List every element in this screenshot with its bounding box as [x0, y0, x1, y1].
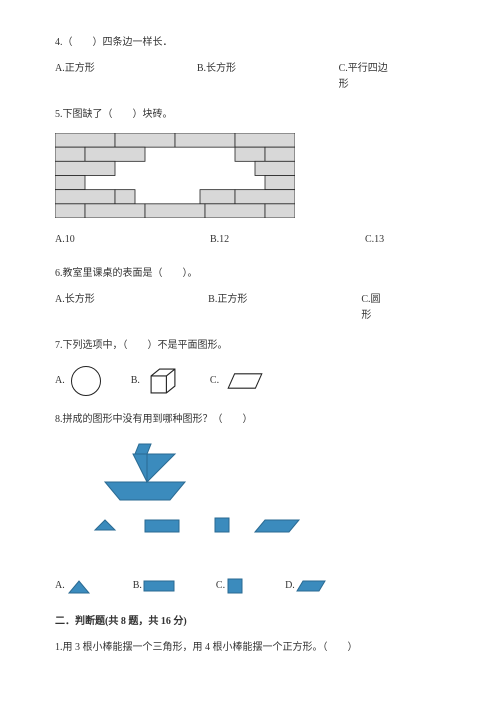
q7-opt-a: A. [55, 373, 65, 389]
question-8: 8.拼成的图形中没有用到哪种图形？（ ） [55, 412, 445, 596]
square-icon [225, 576, 245, 596]
triangle-icon [65, 577, 93, 595]
q5-options: A.10 B.12 C.13 [55, 232, 445, 248]
parallelogram-small-icon [295, 577, 329, 595]
q6-options: A.长方形 B.正方形 C.圆形 [55, 292, 445, 324]
sec2-q1: 1.用 3 根小棒能摆一个三角形，用 4 根小棒能摆一个正方形。（ ） [55, 640, 445, 656]
q5-text: 5.下图缺了（ ）块砖。 [55, 107, 445, 123]
q4-opt-c: C.平行四边形 [339, 61, 390, 93]
rectangle-icon [142, 578, 176, 594]
q8-opt-c: C. [216, 578, 225, 594]
q7-text: 7.下列选项中，（ ）不是平面图形。 [55, 338, 445, 354]
q8-opt-d: D. [285, 578, 295, 594]
q4-opt-a: A.正方形 [55, 61, 142, 93]
q8-text: 8.拼成的图形中没有用到哪种图形？（ ） [55, 412, 445, 428]
q4-options: A.正方形 B.长方形 C.平行四边形 [55, 61, 445, 93]
q7-opt-b: B. [131, 373, 140, 389]
q8-opt-b-item: B. [133, 578, 176, 594]
q7-opt-c-item: C. [210, 369, 265, 393]
q6-opt-b: B.正方形 [208, 292, 306, 324]
q6-text: 6.教室里课桌的表面是（ ）。 [55, 266, 445, 282]
q6-opt-c: C.圆形 [361, 292, 390, 324]
q7-opt-b-item: B. [131, 364, 180, 398]
cube-icon [146, 364, 180, 398]
q5-opt-b: B.12 [210, 232, 310, 248]
q7-opt-a-item: A. [55, 366, 101, 396]
tangram-figure [55, 442, 445, 558]
brick-wall-figure [55, 133, 295, 218]
q8-opt-c-item: C. [216, 576, 245, 596]
q8-opt-d-item: D. [285, 577, 329, 595]
question-7: 7.下列选项中，（ ）不是平面图形。 A. B. C. [55, 338, 445, 398]
q7-opt-c: C. [210, 373, 219, 389]
q8-opt-b: B. [133, 578, 142, 594]
question-4: 4.（ ）四条边一样长． A.正方形 B.长方形 C.平行四边形 [55, 35, 445, 93]
sec2-q1-text: 1.用 3 根小棒能摆一个三角形，用 4 根小棒能摆一个正方形。（ ） [55, 640, 445, 656]
question-5: 5.下图缺了（ ）块砖。 A.10 B.12 C.13 [55, 107, 445, 248]
q7-shapes: A. B. C. [55, 364, 445, 398]
circle-icon [71, 366, 101, 396]
q5-opt-a: A.10 [55, 232, 155, 248]
parallelogram-icon [225, 369, 265, 393]
q8-opt-a-item: A. [55, 577, 93, 595]
q5-opt-c: C.13 [365, 232, 384, 248]
q4-text: 4.（ ）四条边一样长． [55, 35, 445, 51]
question-6: 6.教室里课桌的表面是（ ）。 A.长方形 B.正方形 C.圆形 [55, 266, 445, 324]
q8-options: A. B. C. D. [55, 576, 445, 596]
q4-opt-b: B.长方形 [197, 61, 284, 93]
q8-opt-a: A. [55, 578, 65, 594]
q6-opt-a: A.长方形 [55, 292, 153, 324]
section-2-title: 二．判断题(共 8 题，共 16 分) [55, 614, 445, 630]
